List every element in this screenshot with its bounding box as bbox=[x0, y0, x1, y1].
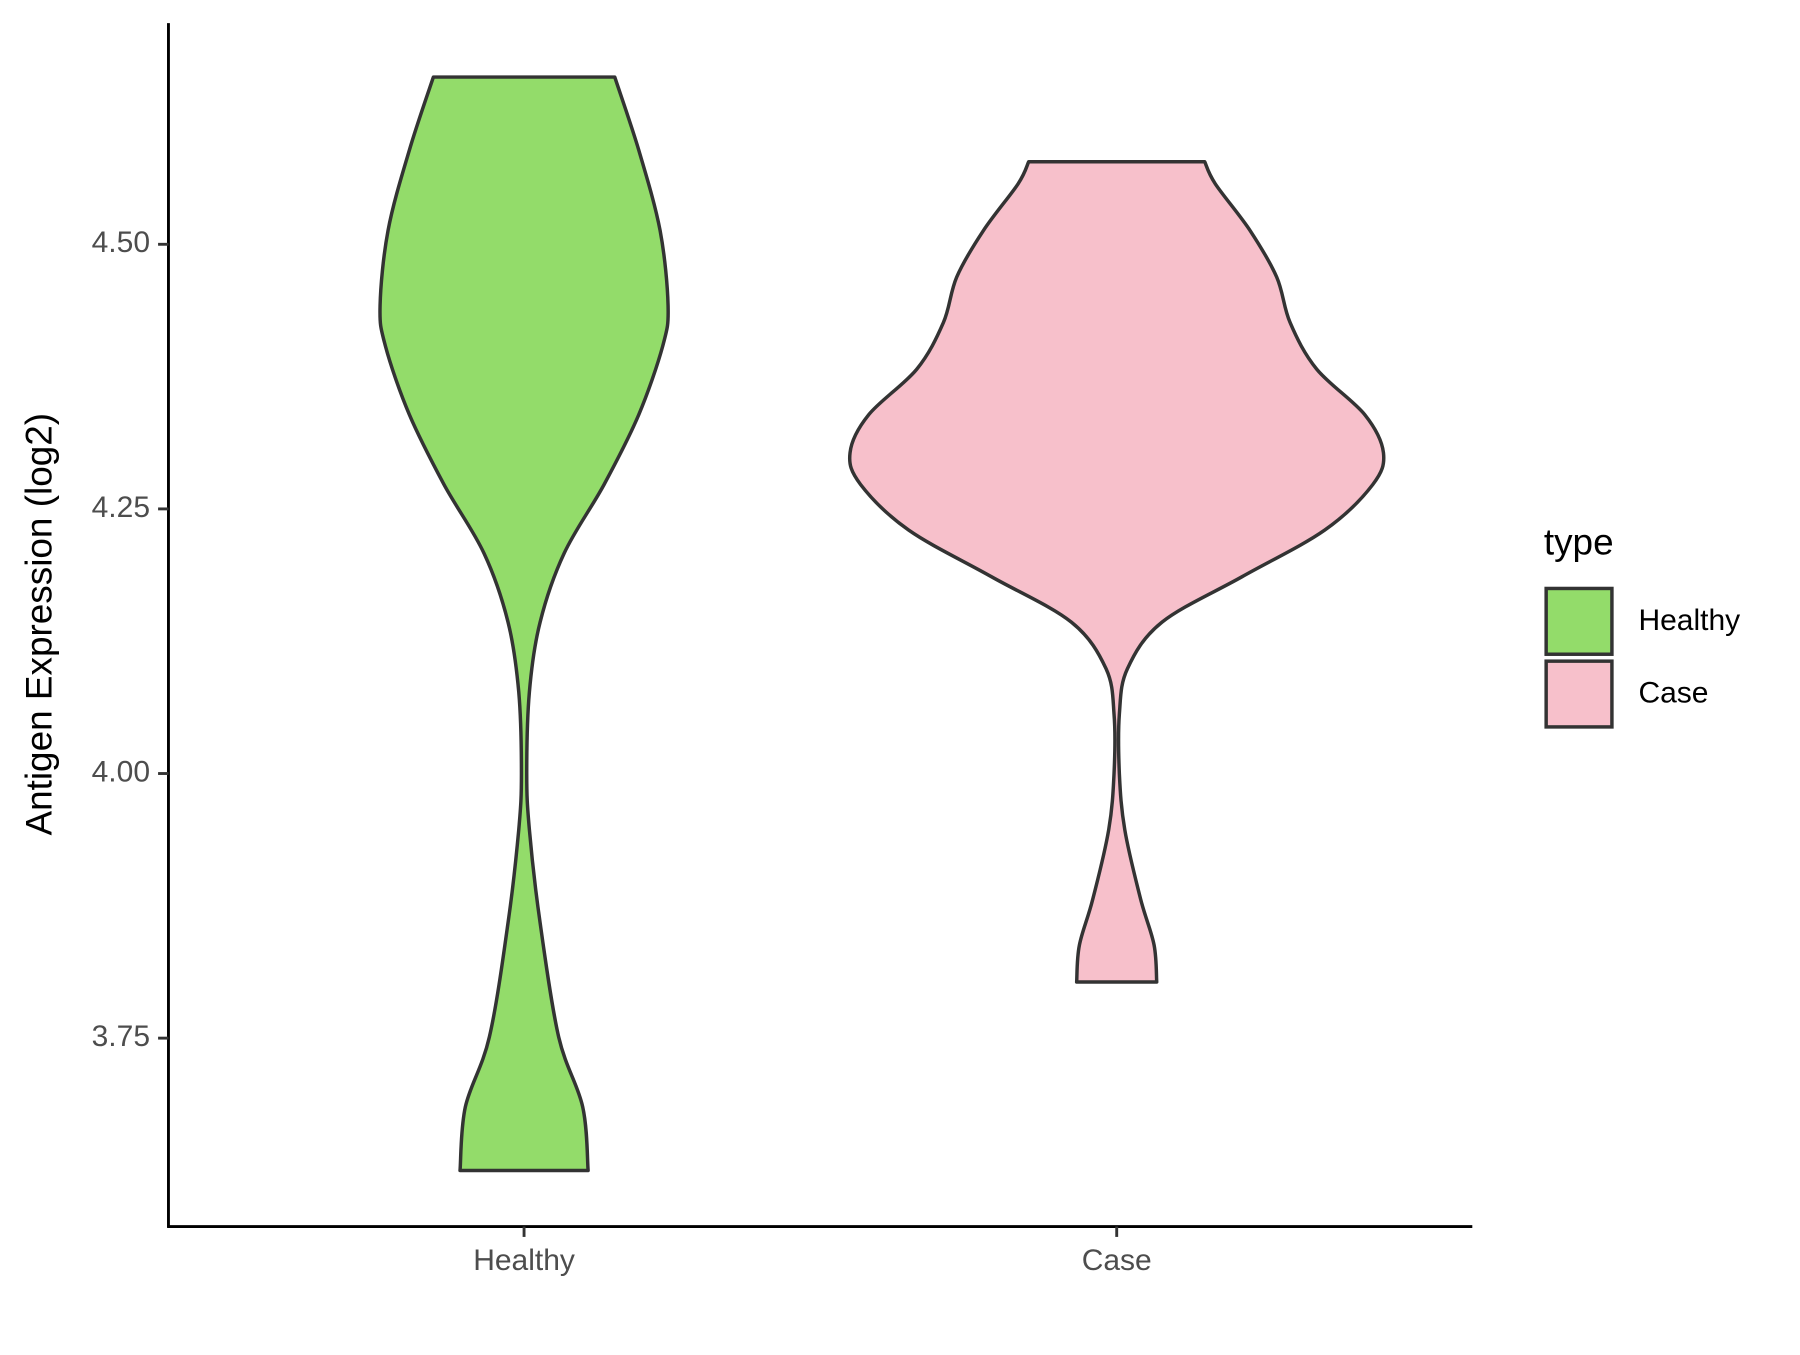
x-tick-label: Healthy bbox=[473, 1244, 575, 1277]
y-axis-title: Antigen Expression (log2) bbox=[18, 413, 59, 836]
y-tick-label: 4.25 bbox=[92, 491, 150, 524]
y-tick-label: 4.50 bbox=[92, 226, 150, 259]
legend-label: Case bbox=[1638, 677, 1708, 710]
legend-key bbox=[1544, 659, 1614, 729]
legend-key bbox=[1544, 586, 1614, 656]
violin bbox=[847, 160, 1386, 984]
y-tick-label: 3.75 bbox=[92, 1020, 150, 1053]
violin bbox=[378, 75, 670, 1173]
legend-label: Healthy bbox=[1638, 604, 1740, 637]
y-tick-label: 4.00 bbox=[92, 755, 150, 788]
legend-title: type bbox=[1544, 521, 1614, 562]
x-tick-label: Case bbox=[1082, 1244, 1152, 1277]
